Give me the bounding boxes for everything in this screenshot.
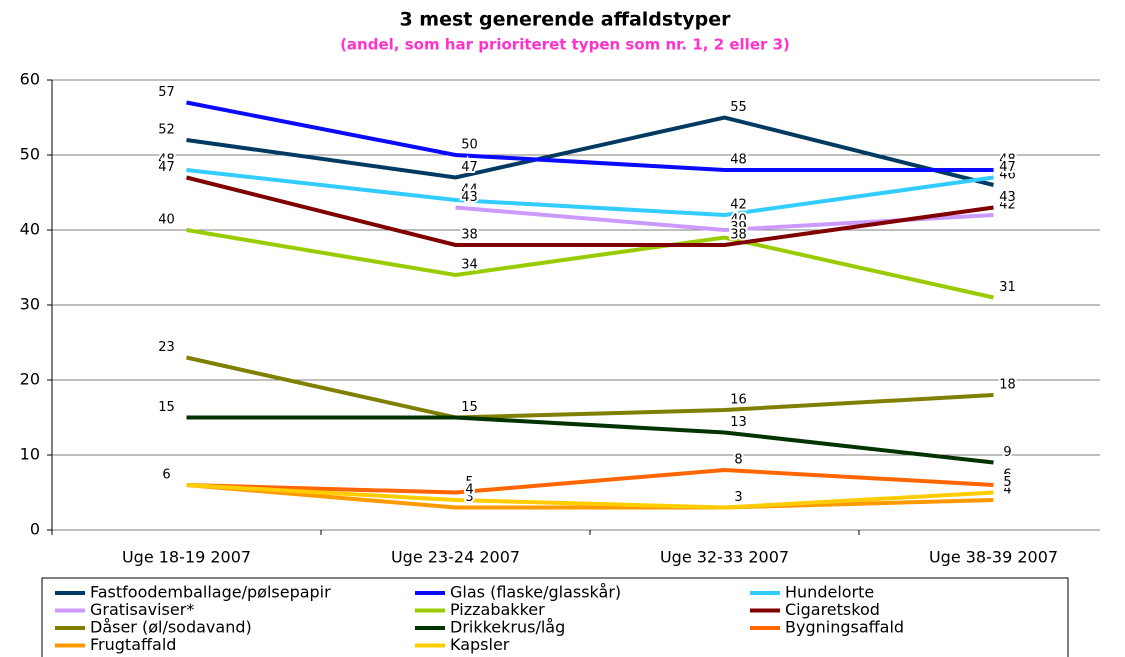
chart-title: 3 mest generende affaldstyper: [399, 9, 731, 31]
y-tick-label: 0: [30, 520, 40, 539]
x-tick-label: Uge 32-33 2007: [660, 548, 789, 567]
data-label: 5: [1003, 475, 1011, 490]
x-tick-label: Uge 18-19 2007: [122, 548, 251, 567]
series-line: [186, 115, 994, 187]
series-line: [186, 228, 994, 300]
data-label: 4: [465, 483, 473, 498]
data-label: 6: [162, 468, 170, 483]
series-line: [186, 355, 994, 420]
data-label: 50: [461, 138, 478, 153]
data-label: 3: [734, 490, 742, 505]
data-label: 48: [730, 153, 747, 168]
x-tick-label: Uge 23-24 2007: [391, 548, 520, 567]
data-label: 5: [465, 475, 473, 490]
data-label: 55: [730, 100, 747, 115]
data-label: 34: [461, 258, 478, 273]
data-label: 13: [730, 415, 747, 430]
data-label: 38: [730, 228, 747, 243]
y-tick-label: 30: [20, 295, 40, 314]
legend-label: Drikkekrus/låg: [450, 618, 565, 637]
legend-label: Pizzabakker: [450, 600, 545, 619]
series-line: [186, 467, 994, 495]
y-tick-label: 10: [20, 445, 40, 464]
legend-label: Bygningsaffald: [785, 618, 904, 637]
y-tick-label: 60: [20, 70, 40, 89]
data-label: 42: [730, 198, 747, 213]
legend-label: Glas (flaske/glasskår): [450, 583, 621, 602]
x-tick-label: Uge 38-39 2007: [929, 548, 1058, 567]
data-label: 6: [1003, 468, 1011, 483]
data-label: 38: [461, 228, 478, 243]
legend-label: Gratisaviser*: [90, 600, 194, 619]
legend-label: Fastfoodemballage/pølsepapir: [90, 583, 331, 602]
y-tick-label: 40: [20, 220, 40, 239]
data-label: 3: [465, 490, 473, 505]
legend-label: Frugtaffald: [90, 635, 176, 654]
series-line: [186, 168, 994, 218]
series-line: [186, 483, 994, 510]
data-label: 6: [162, 468, 170, 483]
legend-label: Hundelorte: [785, 583, 874, 602]
series-line: [186, 415, 994, 465]
chart-subtitle: (andel, som har prioriteret typen som nr…: [340, 36, 790, 54]
data-label: 31: [999, 280, 1016, 295]
data-label: 4: [1003, 483, 1011, 498]
data-label: 16: [730, 393, 747, 408]
data-label: 57: [158, 85, 175, 100]
data-label: 43: [461, 190, 478, 205]
data-label: 15: [461, 400, 478, 415]
legend-box: [41, 577, 1069, 657]
data-label: 43: [999, 190, 1016, 205]
data-label: 47: [158, 160, 175, 175]
data-label: 15: [461, 400, 478, 415]
data-label: 39: [730, 220, 747, 235]
data-label: 47: [461, 160, 478, 175]
data-label: 9: [1003, 445, 1011, 460]
y-tick-label: 50: [20, 145, 40, 164]
data-label: 44: [461, 183, 478, 198]
data-label: 40: [158, 213, 175, 228]
data-label: 6: [162, 468, 170, 483]
legend-label: Dåser (øl/sodavand): [90, 618, 252, 637]
data-label: 40: [730, 213, 747, 228]
data-label: 42: [999, 198, 1016, 213]
y-tick-label: 20: [20, 370, 40, 389]
data-label: 3: [734, 490, 742, 505]
data-label: 18: [999, 378, 1016, 393]
data-label: 48: [999, 153, 1016, 168]
data-label: 47: [999, 160, 1016, 175]
legend-label: Cigaretskod: [785, 600, 880, 619]
data-label: 46: [999, 168, 1016, 183]
data-label: 52: [158, 123, 175, 138]
series-line: [186, 100, 994, 172]
data-label: 8: [734, 453, 742, 468]
data-label: 15: [158, 400, 175, 415]
series-line: [186, 175, 994, 247]
series-line: [186, 483, 994, 510]
data-label: 23: [158, 340, 175, 355]
legend-label: Kapsler: [450, 635, 510, 654]
data-label: 48: [158, 153, 175, 168]
